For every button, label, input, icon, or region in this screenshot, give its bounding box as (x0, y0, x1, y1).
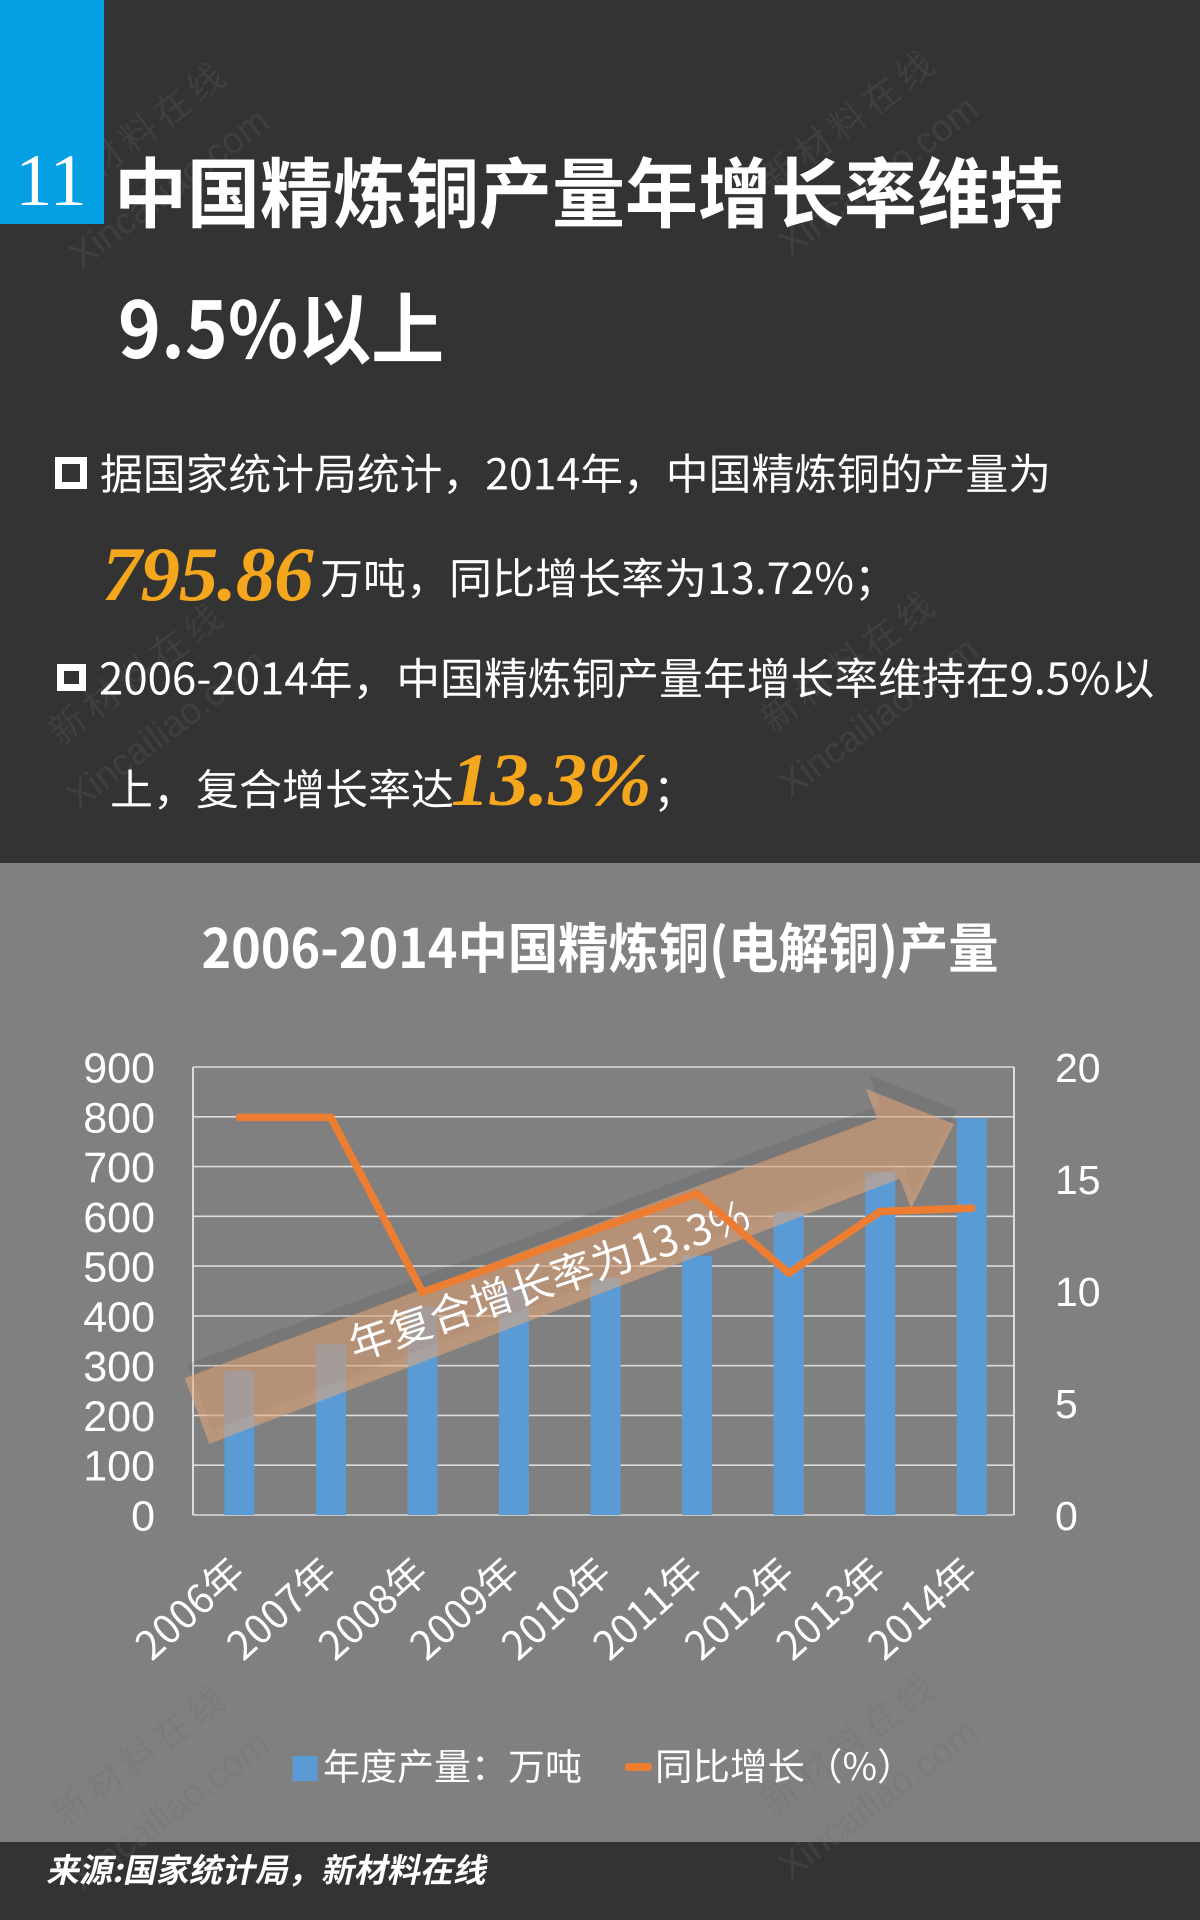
svg-text:100: 100 (83, 1443, 155, 1491)
svg-text:200: 200 (83, 1393, 155, 1441)
svg-text:11: 11 (15, 140, 86, 222)
svg-text:13.3%: 13.3% (451, 738, 652, 822)
svg-text:300: 300 (83, 1343, 155, 1391)
svg-text:500: 500 (83, 1244, 155, 1292)
svg-text:800: 800 (83, 1094, 155, 1142)
svg-text:400: 400 (83, 1293, 155, 1341)
svg-text:15: 15 (1055, 1157, 1101, 1203)
svg-text:20: 20 (1055, 1045, 1101, 1091)
svg-text:10: 10 (1055, 1269, 1101, 1315)
svg-text:795.86: 795.86 (102, 531, 315, 617)
svg-text:0: 0 (1055, 1493, 1078, 1539)
svg-text:600: 600 (83, 1194, 155, 1242)
svg-text:900: 900 (83, 1045, 155, 1093)
svg-text:700: 700 (83, 1144, 155, 1192)
svg-text:5: 5 (1055, 1381, 1078, 1427)
svg-text:0: 0 (131, 1493, 155, 1541)
